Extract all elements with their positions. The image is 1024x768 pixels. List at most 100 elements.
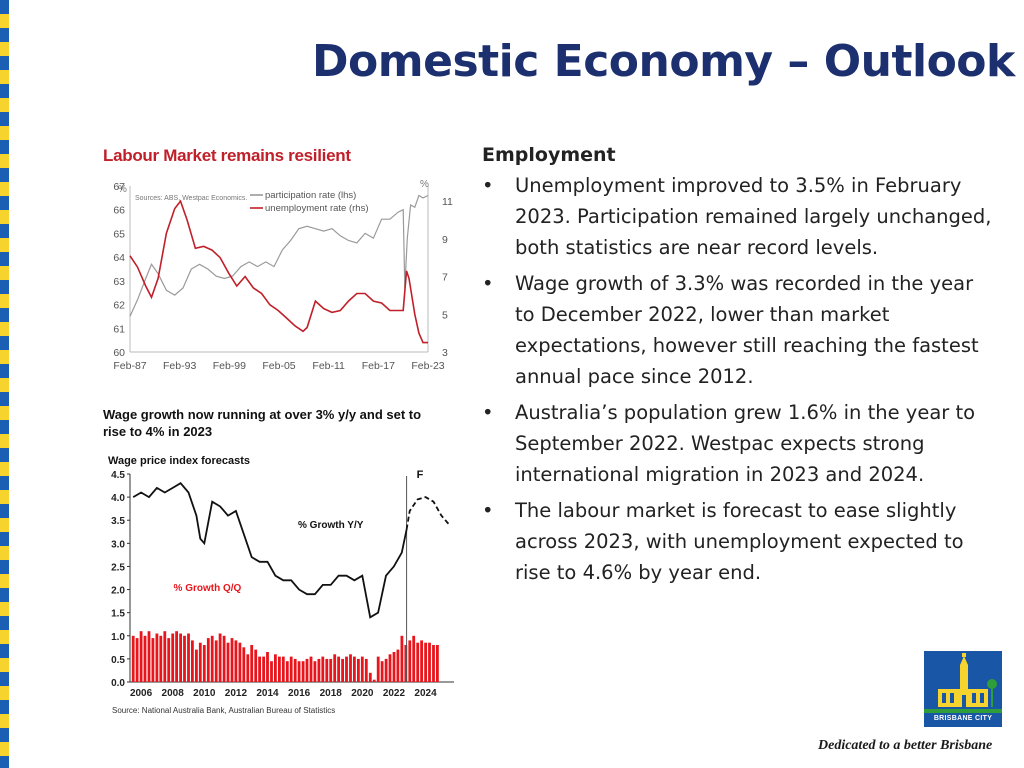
qq-growth-bar bbox=[380, 661, 384, 682]
qq-growth-bar bbox=[147, 631, 151, 682]
qq-growth-bar bbox=[305, 658, 309, 682]
qq-growth-bar bbox=[428, 642, 431, 682]
qq-growth-bar bbox=[143, 635, 147, 682]
qq-growth-bar bbox=[183, 635, 186, 682]
qq-growth-bar bbox=[357, 658, 360, 682]
qq-growth-bar bbox=[388, 654, 392, 682]
qq-growth-bar bbox=[345, 656, 348, 682]
qq-growth-bar bbox=[337, 656, 340, 682]
qq-growth-bar bbox=[135, 638, 139, 682]
y-tick-left: 64 bbox=[113, 252, 125, 264]
y-tick-left: 61 bbox=[113, 323, 125, 335]
qq-growth-bar bbox=[353, 656, 356, 682]
yy-growth-line bbox=[132, 482, 408, 619]
qq-growth-bar bbox=[329, 658, 333, 682]
x-tick-label: 2022 bbox=[383, 688, 406, 699]
qq-growth-bar bbox=[274, 654, 277, 682]
y-tick-left: 60 bbox=[113, 347, 125, 359]
qq-growth-bar bbox=[234, 640, 238, 682]
y-tick-right: 3 bbox=[442, 347, 448, 359]
bullet-text: Australia’s population grew 1.6% in the … bbox=[515, 401, 976, 486]
qq-growth-bar bbox=[309, 656, 313, 682]
tagline: Dedicated to a better Brisbane bbox=[818, 738, 993, 753]
x-tick-label: 2020 bbox=[351, 688, 374, 699]
qq-growth-bar bbox=[396, 649, 400, 682]
qq-growth-bar bbox=[258, 656, 261, 682]
x-tick-label: Feb-87 bbox=[113, 360, 146, 372]
x-tick-label: 2016 bbox=[288, 688, 311, 699]
qq-growth-bar bbox=[155, 633, 159, 682]
page-title: Domestic Economy – Outlook bbox=[312, 36, 1015, 87]
qq-growth-bar bbox=[360, 656, 364, 682]
bullet-dot-icon: • bbox=[482, 401, 494, 424]
qq-growth-bar bbox=[195, 649, 198, 682]
x-tick-label: Feb-05 bbox=[262, 360, 295, 372]
chart-subtitle: Wage price index forecasts bbox=[108, 455, 250, 467]
bullet-dot-icon: • bbox=[482, 174, 494, 197]
bullet-item: • Wage growth of 3.3% was recorded in the… bbox=[482, 268, 992, 392]
x-tick-label: 2010 bbox=[193, 688, 216, 699]
bullet-dot-icon: • bbox=[482, 272, 494, 295]
qq-growth-bar bbox=[376, 656, 380, 682]
employment-text-panel: Employment • Unemployment improved to 3.5… bbox=[482, 144, 992, 593]
qq-growth-bar bbox=[159, 635, 163, 682]
y-tick-right: 7 bbox=[442, 272, 448, 284]
qq-growth-bar bbox=[349, 654, 352, 682]
series-label-yy: % Growth Y/Y bbox=[298, 520, 364, 531]
x-tick-label: Feb-93 bbox=[163, 360, 196, 372]
qq-growth-bar bbox=[238, 642, 242, 682]
qq-growth-bar bbox=[163, 631, 167, 682]
qq-growth-bar bbox=[226, 642, 230, 682]
x-tick-label: Feb-99 bbox=[213, 360, 246, 372]
qq-growth-bar bbox=[289, 656, 293, 682]
series-line-unemployment bbox=[129, 199, 428, 344]
y-tick-left: 65 bbox=[113, 228, 125, 240]
qq-growth-bar bbox=[214, 640, 218, 682]
qq-growth-bar bbox=[254, 649, 258, 682]
qq-growth-bar bbox=[325, 658, 329, 682]
bullet-list: • Unemployment improved to 3.5% in Februa… bbox=[482, 170, 992, 588]
left-axis-unit: % bbox=[118, 184, 127, 195]
bullet-item: • The labour market is forecast to ease s… bbox=[482, 495, 992, 588]
qq-growth-bar bbox=[281, 656, 285, 682]
qq-growth-bar bbox=[285, 661, 289, 682]
qq-growth-bar bbox=[250, 645, 254, 682]
chart-source-note: Sources: ABS, Westpac Economics. bbox=[135, 195, 247, 202]
qq-growth-bar bbox=[436, 645, 439, 682]
qq-growth-bar bbox=[202, 645, 206, 682]
qq-growth-bar bbox=[278, 656, 281, 682]
chart-source-note: Source: National Australia Bank, Austral… bbox=[112, 706, 335, 715]
qq-growth-bar bbox=[139, 631, 143, 682]
qq-growth-bar bbox=[384, 658, 388, 682]
logo-caption: BRISBANE CITY bbox=[933, 715, 993, 722]
qq-growth-bar bbox=[412, 635, 416, 682]
x-tick-label: 2006 bbox=[130, 688, 153, 699]
y-tick-right: 5 bbox=[442, 309, 448, 321]
y-tick-label: 4.5 bbox=[111, 470, 125, 481]
forecast-label: F bbox=[417, 469, 424, 481]
qq-growth-bar bbox=[266, 652, 269, 682]
qq-growth-bar bbox=[167, 638, 171, 682]
bullet-item: • Australia’s population grew 1.6% in the… bbox=[482, 397, 992, 490]
y-tick-left: 67 bbox=[113, 181, 125, 193]
qq-growth-bar bbox=[230, 638, 234, 682]
city-hall-icon bbox=[924, 651, 1002, 713]
chart-title-labour-market: Labour Market remains resilient bbox=[103, 146, 351, 165]
y-tick-label: 0.5 bbox=[111, 655, 125, 666]
qq-growth-bar bbox=[151, 638, 155, 682]
qq-growth-bar bbox=[432, 645, 435, 682]
bullet-text: Unemployment improved to 3.5% in Februar… bbox=[515, 174, 992, 259]
bullet-dot-icon: • bbox=[482, 499, 494, 522]
qq-growth-bar bbox=[179, 633, 182, 682]
qq-growth-bar bbox=[392, 652, 396, 682]
qq-growth-bar bbox=[333, 654, 337, 682]
qq-growth-bar bbox=[341, 658, 344, 682]
chart-title-wage-growth: Wage growth now running at over 3% y/y a… bbox=[103, 407, 422, 439]
y-tick-left: 63 bbox=[113, 276, 125, 288]
qq-growth-bar bbox=[317, 658, 321, 682]
qq-growth-bar bbox=[364, 658, 368, 682]
qq-growth-bar bbox=[400, 635, 404, 682]
qq-growth-bar bbox=[246, 654, 250, 682]
qq-growth-bar bbox=[210, 635, 214, 682]
qq-growth-bar bbox=[131, 635, 135, 682]
